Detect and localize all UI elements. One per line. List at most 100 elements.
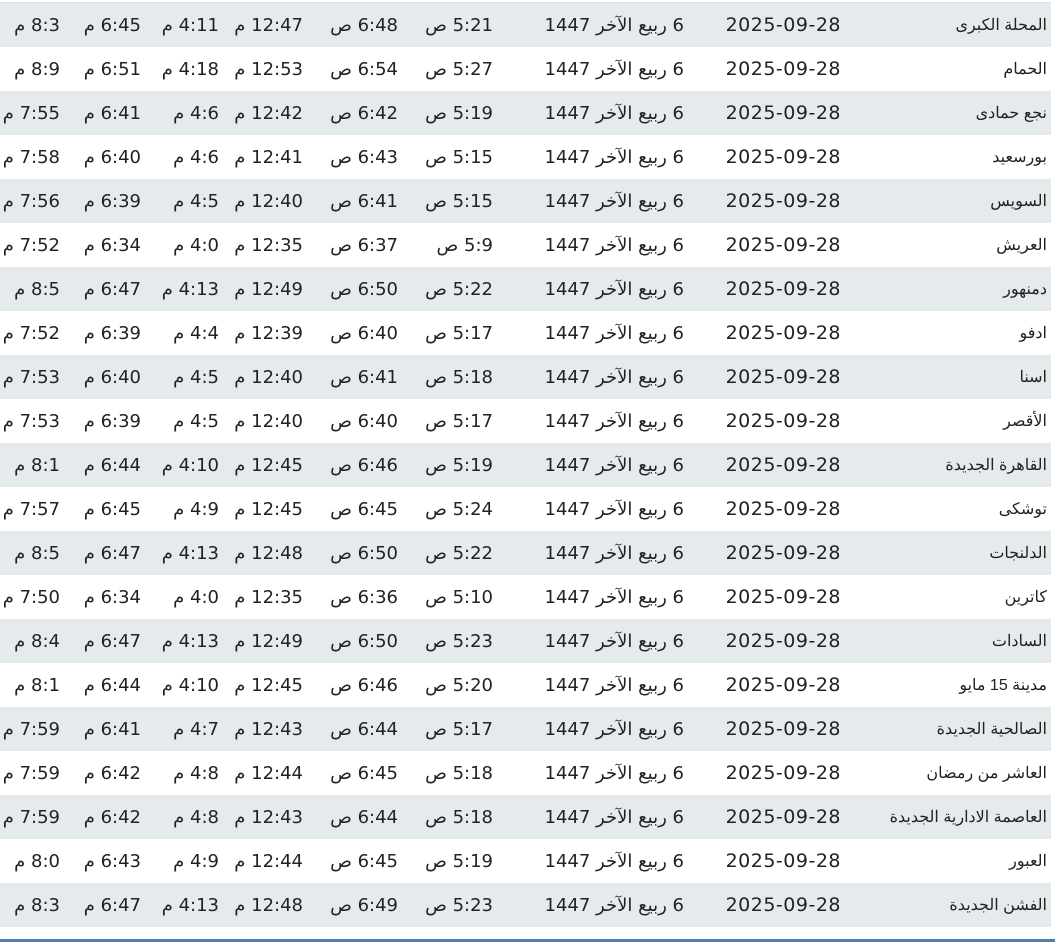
cell-isha: 8:1 م [0, 443, 68, 487]
cell-hijri: 6 ربيع الآخر 1447 [544, 674, 684, 696]
cell-hijri: 6 ربيع الآخر 1447 [501, 3, 696, 47]
cell-maghrib: 6:39 م [83, 410, 141, 432]
table-row: السادات 2025-09-28 6 ربيع الآخر 1447 5:23 ص… [0, 619, 1051, 663]
cell-dhuhr: 12:48 م [227, 883, 311, 927]
cell-isha: 7:53 م [2, 410, 60, 432]
cell-isha: 8:3 م [0, 883, 68, 927]
cell-isha: 7:59 م [2, 762, 60, 784]
cell-asr: 4:0 م [173, 234, 219, 256]
cell-hijri: 6 ربيع الآخر 1447 [501, 795, 696, 839]
cell-isha: 8:3 م [0, 3, 68, 47]
cell-sunrise: 6:46 ص [311, 443, 406, 487]
cell-fajr: 5:19 ص [406, 91, 501, 135]
cell-date: 2025-09-28 [696, 707, 856, 751]
table-row: نجع حمادى 2025-09-28 6 ربيع الآخر 1447 5:19… [0, 91, 1051, 135]
cell-asr: 4:0 م [173, 586, 219, 608]
cell-fajr: 5:20 ص [425, 674, 493, 696]
table-row: الحمام 2025-09-28 6 ربيع الآخر 1447 5:27 ص 6… [0, 47, 1051, 91]
cell-fajr: 5:22 ص [406, 267, 501, 311]
cell-sunrise: 6:40 ص [330, 410, 398, 432]
cell-dhuhr: 12:49 م [227, 267, 311, 311]
cell-fajr: 5:18 ص [406, 355, 501, 399]
cell-fajr: 5:17 ص [425, 322, 493, 344]
cell-fajr: 5:19 ص [425, 850, 493, 872]
cell-sunrise: 6:37 ص [330, 234, 398, 256]
cell-date: 2025-09-28 [725, 762, 841, 784]
cell-dhuhr: 12:45 م [234, 674, 303, 696]
cell-city: السويس [856, 179, 1051, 223]
cell-date: 2025-09-28 [696, 883, 856, 927]
cell-date: 2025-09-28 [696, 619, 856, 663]
table-row: مدينة 15 مايو 2025-09-28 6 ربيع الآخر 1447… [0, 663, 1051, 707]
cell-maghrib: 6:47 م [68, 883, 149, 927]
cell-hijri: 6 ربيع الآخر 1447 [501, 91, 696, 135]
table-row: العاصمة الادارية الجديدة 2025-09-28 6 ربيع… [0, 795, 1051, 839]
table-row: الفشن الجديدة 2025-09-28 6 ربيع الآخر 1447… [0, 883, 1051, 927]
cell-city: العبور [1009, 853, 1047, 870]
cell-isha: 7:55 م [0, 91, 68, 135]
cell-sunrise: 6:45 ص [330, 850, 398, 872]
cell-asr: 4:6 م [149, 91, 227, 135]
cell-city: الصالحية الجديدة [856, 707, 1051, 751]
cell-asr: 4:11 م [149, 3, 227, 47]
cell-isha: 8:5 م [0, 267, 68, 311]
cell-hijri: 6 ربيع الآخر 1447 [544, 410, 684, 432]
cell-city: العريش [996, 237, 1047, 254]
cell-maghrib: 6:42 م [83, 762, 141, 784]
cell-hijri: 6 ربيع الآخر 1447 [544, 586, 684, 608]
table-row: ادفو 2025-09-28 6 ربيع الآخر 1447 5:17 ص 6:4… [0, 311, 1051, 355]
cell-dhuhr: 12:49 م [227, 619, 311, 663]
cell-sunrise: 6:42 ص [311, 91, 406, 135]
table-row: العاشر من رمضان 2025-09-28 6 ربيع الآخر 14… [0, 751, 1051, 795]
cell-city: الأقصر [1003, 413, 1047, 430]
cell-isha: 7:50 م [2, 586, 60, 608]
table-row: بورسعيد 2025-09-28 6 ربيع الآخر 1447 5:15 ص… [0, 135, 1051, 179]
cell-sunrise: 6:50 ص [311, 531, 406, 575]
cell-date: 2025-09-28 [696, 531, 856, 575]
cell-dhuhr: 12:42 م [227, 91, 311, 135]
cell-isha: 8:9 م [14, 58, 60, 80]
cell-date: 2025-09-28 [725, 234, 841, 256]
cell-city: اسنا [856, 355, 1051, 399]
cell-date: 2025-09-28 [725, 674, 841, 696]
cell-asr: 4:8 م [173, 762, 219, 784]
cell-dhuhr: 12:43 م [227, 795, 311, 839]
cell-isha: 7:52 م [2, 322, 60, 344]
cell-hijri: 6 ربيع الآخر 1447 [501, 355, 696, 399]
cell-hijri: 6 ربيع الآخر 1447 [501, 707, 696, 751]
cell-isha: 7:53 م [0, 355, 68, 399]
cell-date: 2025-09-28 [725, 322, 841, 344]
cell-fajr: 5:23 ص [406, 883, 501, 927]
cell-city: الحمام [1003, 61, 1047, 78]
cell-maghrib: 6:44 م [83, 674, 141, 696]
cell-date: 2025-09-28 [696, 795, 856, 839]
cell-dhuhr: 12:40 م [227, 355, 311, 399]
cell-dhuhr: 12:43 م [227, 707, 311, 751]
cell-dhuhr: 12:40 م [227, 179, 311, 223]
cell-maghrib: 6:45 م [83, 498, 141, 520]
prayer-times-table: المحلة الكبرى 2025-09-28 6 ربيع الآخر 1447… [0, 3, 1051, 927]
cell-dhuhr: 12:39 م [234, 322, 303, 344]
cell-date: 2025-09-28 [725, 146, 841, 168]
cell-fajr: 5:10 ص [425, 586, 493, 608]
cell-asr: 4:13 م [149, 267, 227, 311]
cell-maghrib: 6:41 م [68, 91, 149, 135]
table-row: الصالحية الجديدة 2025-09-28 6 ربيع الآخر 1… [0, 707, 1051, 751]
cell-fajr: 5:18 ص [406, 795, 501, 839]
cell-hijri: 6 ربيع الآخر 1447 [544, 322, 684, 344]
cell-isha: 8:4 م [0, 619, 68, 663]
cell-dhuhr: 12:48 م [227, 531, 311, 575]
cell-city: الدلنجات [856, 531, 1051, 575]
cell-fajr: 5:18 ص [425, 762, 493, 784]
cell-sunrise: 6:43 ص [330, 146, 398, 168]
cell-maghrib: 6:41 م [68, 707, 149, 751]
cell-isha: 7:58 م [2, 146, 60, 168]
cell-sunrise: 6:44 ص [311, 795, 406, 839]
cell-date: 2025-09-28 [725, 498, 841, 520]
cell-date: 2025-09-28 [696, 355, 856, 399]
cell-asr: 4:4 م [173, 322, 219, 344]
cell-asr: 4:13 م [149, 531, 227, 575]
cell-asr: 4:9 م [173, 850, 219, 872]
cell-city: نجع حمادى [856, 91, 1051, 135]
